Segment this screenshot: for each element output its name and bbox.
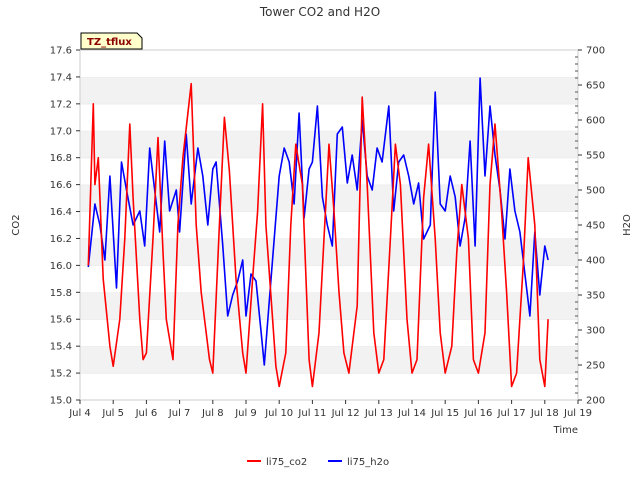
y-axis-right: 200 250 300 350 400 450 500 550 600 650 700 [578,46,605,407]
series-line-li75_co2 [87,82,549,388]
y-left-tick-label: 15.6 [50,315,72,326]
y-right-tick-label: 550 [586,151,605,162]
y-left-tick-label: 16.6 [50,180,72,191]
grid-band [80,319,578,347]
legend: li75_co2 li75_h2o [247,457,389,468]
x-tick-label: Jul 8 [201,408,224,419]
y-axis-right-title: H2O [622,214,633,236]
y-left-tick-label: 15.0 [50,396,72,407]
tag-box: TZ_tflux [80,32,143,50]
y-left-tick-label: 17.4 [50,72,72,83]
y-left-tick-label: 16.0 [50,261,72,272]
y-right-tick-label: 600 [586,116,605,127]
y-right-tick-label: 650 [586,81,605,92]
y-left-tick-label: 16.4 [50,207,72,218]
grid-band [80,76,578,104]
x-axis-title: Time [553,425,578,436]
grid-band [80,103,578,131]
x-tick-label: Jul 16 [463,408,492,419]
x-tick-label: Jul 14 [397,408,426,419]
x-tick-label: Jul 13 [364,408,393,419]
y-left-tick-label: 16.8 [50,153,72,164]
x-tick-label: Jul 7 [168,408,191,419]
y-axis-right-minor-ticks [575,56,578,394]
y-axis-left-title: CO2 [11,214,22,235]
grid-band [80,346,578,374]
y-left-tick-label: 17.6 [50,46,72,57]
y-left-tick-label: 17.0 [50,126,72,137]
y-right-tick-label: 500 [586,186,605,197]
y-right-tick-label: 350 [586,291,605,302]
x-tick-label: Jul 17 [497,408,526,419]
y-right-tick-label: 400 [586,256,605,267]
tag-box-shape [80,32,143,50]
grid-band [80,292,578,320]
y-axis-left: 15.0 15.2 15.4 15.6 15.8 16.0 16.2 16.4 16.6 16.8… [50,46,80,407]
x-tick-label: Jul 6 [135,408,158,419]
x-tick-label: Jul 11 [297,408,326,419]
legend-label-co2: li75_co2 [266,457,307,468]
y-left-tick-label: 16.2 [50,234,72,245]
x-tick-label: Jul 18 [530,408,559,419]
grid-band [80,265,578,293]
legend-label-h2o: li75_h2o [347,457,389,468]
y-right-tick-label: 450 [586,221,605,232]
y-right-tick-label: 700 [586,46,605,57]
x-tick-label: Jul 9 [234,408,257,419]
y-right-tick-label: 250 [586,361,605,372]
grid-band [80,50,578,77]
y-left-tick-label: 15.4 [50,342,72,353]
series-line-li75_h2o [87,77,549,366]
y-left-tick-label: 17.2 [50,99,72,110]
x-tick-label: Jul 5 [101,408,124,419]
grid-band [80,373,578,400]
x-axis: Jul 4 Jul 5 Jul 6 Jul 7 Jul 8 Jul 9 Jul 10 Jul … [68,400,592,419]
series-lines [87,77,549,388]
y-left-tick-label: 15.8 [50,288,72,299]
x-tick-label: Jul 4 [68,408,91,419]
x-tick-label: Jul 12 [331,408,360,419]
y-right-tick-label: 300 [586,326,605,337]
grid-band [80,157,578,185]
tag-label: TZ_tflux [87,37,132,48]
y-left-tick-label: 15.2 [50,369,72,380]
x-tick-label: Jul 15 [430,408,459,419]
chart-title: Tower CO2 and H2O [259,5,380,19]
y-right-tick-label: 200 [586,396,605,407]
x-tick-label: Jul 19 [563,408,592,419]
x-tick-label: Jul 10 [264,408,293,419]
grid-band [80,184,578,212]
